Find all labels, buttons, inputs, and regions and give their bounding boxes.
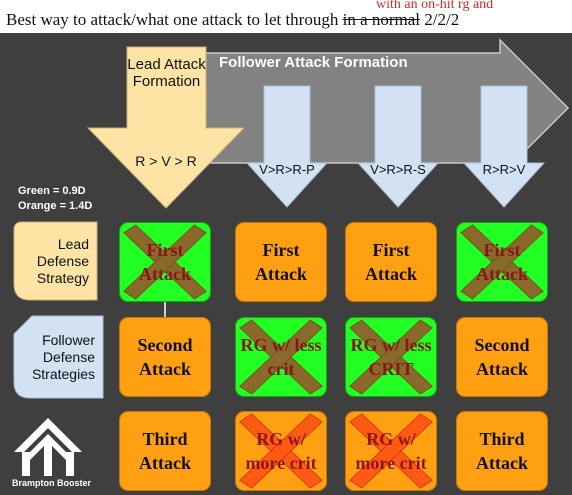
attack-cell: RG w/ more crit [345, 411, 437, 491]
lead-defense-label: Lead Defense Strategy [36, 235, 89, 286]
follower-column-arrow-1 [245, 85, 329, 208]
cross-out-icon [239, 319, 323, 395]
title-prefix: Best way to attack/what one attack to le… [6, 10, 343, 29]
attack-cell-text: First Attack [365, 240, 417, 284]
attack-cell-text: RG w/ less CRIT [350, 335, 432, 379]
attack-cell: Second Attack [456, 317, 548, 397]
cross-out-icon [239, 413, 323, 489]
attack-cell: First Attack [119, 222, 211, 302]
title-suffix: 2/2/2 [420, 10, 460, 29]
legend-orange: Orange = 1.4D [18, 200, 93, 212]
title-strike: in a normal [342, 10, 421, 29]
attack-cell: Third Attack [456, 411, 548, 491]
attack-cell: RG w/ more crit [235, 411, 327, 491]
attack-cell: RG w/ less crit [235, 317, 327, 397]
column-sequence-1: V>R>R-P [259, 162, 315, 177]
brampton-booster-logo-icon [14, 418, 82, 476]
column-sequence-2: V>R>R-S [370, 162, 426, 177]
title-annotation: with an on-hit rg and [376, 0, 494, 12]
follower-formation-label: Follower Attack Formation [219, 54, 408, 71]
attack-cell-text: Second Attack [137, 335, 193, 379]
attack-cell-text: First Attack [255, 240, 307, 284]
attack-cell: Second Attack [119, 317, 211, 397]
cross-out-icon [123, 224, 207, 300]
cross-out-icon [460, 224, 544, 300]
attack-cell-text: RG w/ more crit [245, 429, 317, 473]
lead-formation-sequence: R > V > R [135, 153, 197, 169]
attack-cell-text: RG w/ more crit [355, 429, 427, 473]
lead-formation-arrow [86, 46, 246, 209]
column-sequence-3: R>R>V [482, 162, 526, 177]
attack-cell: RG w/ less CRIT [345, 317, 437, 397]
brand-label: Brampton Booster [12, 478, 92, 488]
lead-defense-box-shape [13, 221, 98, 301]
cross-out-icon [349, 413, 433, 489]
follower-column-arrow-3 [462, 85, 546, 208]
lead-formation-label: Lead Attack Formation [127, 56, 206, 90]
attack-cell-text: Second Attack [474, 335, 530, 379]
attack-cell: Third Attack [119, 411, 211, 491]
cross-out-icon [349, 319, 433, 395]
attack-cell-text: Third Attack [476, 429, 528, 473]
attack-cell-text: First Attack [139, 240, 191, 284]
attack-cell: First Attack [456, 222, 548, 302]
page-title: Best way to attack/what one attack to le… [6, 10, 459, 30]
follower-defense-label: Follower Defense Strategies [31, 331, 95, 382]
attack-cell-text: RG w/ less crit [240, 335, 322, 379]
attack-cell-text: Third Attack [139, 429, 191, 473]
title-bar [0, 0, 572, 33]
attack-cell-text: First Attack [476, 240, 528, 284]
follower-column-arrow-2 [356, 85, 440, 208]
attack-cell: First Attack [345, 222, 437, 302]
follower-defense-box-shape [13, 315, 104, 399]
legend-green: Green = 0.9D [18, 185, 86, 197]
attack-cell: First Attack [235, 222, 327, 302]
